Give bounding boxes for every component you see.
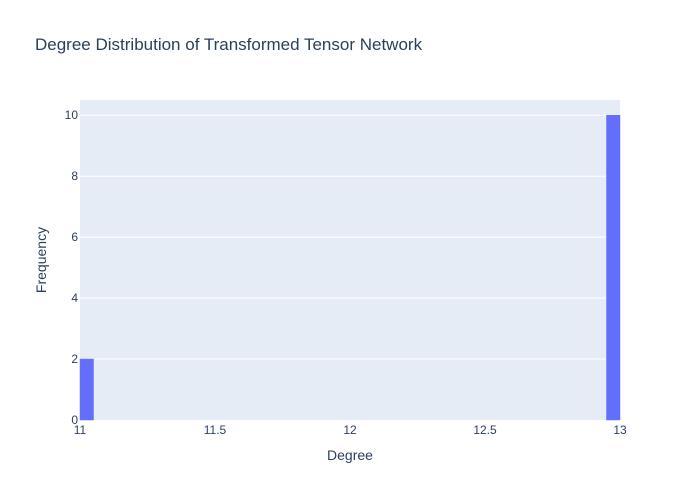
x-tick-label: 11.5 xyxy=(204,423,227,437)
x-tick-label: 12.5 xyxy=(473,423,497,437)
y-tick-label: 8 xyxy=(71,169,78,183)
x-axis-label: Degree xyxy=(327,447,373,463)
x-tick-label: 11 xyxy=(74,423,87,437)
histogram-bar-0 xyxy=(79,358,94,421)
x-tick-label: 12 xyxy=(343,423,357,437)
y-tick-label: 6 xyxy=(71,230,78,244)
y-tick-label: 4 xyxy=(71,291,78,305)
y-gridlines xyxy=(80,114,620,360)
histogram-bar-1 xyxy=(606,114,621,421)
y-tick-label: 2 xyxy=(71,352,78,366)
y-axis-label: Frequency xyxy=(33,227,49,293)
y-axis-ticks: 0 2 4 6 8 10 xyxy=(65,108,79,427)
chart-title: Degree Distribution of Transformed Tenso… xyxy=(35,35,423,54)
histogram-bars xyxy=(79,114,621,421)
x-tick-label: 13 xyxy=(613,423,627,437)
plot-area xyxy=(80,100,620,420)
x-axis-ticks: 11 11.5 12 12.5 13 xyxy=(74,423,627,437)
y-tick-label: 10 xyxy=(65,108,79,122)
y-tick-label: 0 xyxy=(71,413,78,427)
